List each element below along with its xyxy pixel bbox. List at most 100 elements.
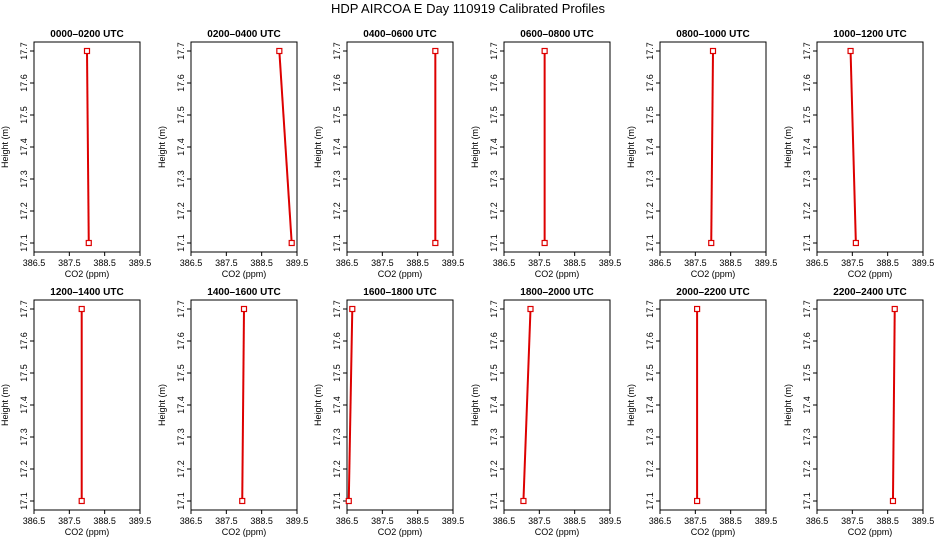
x-axis-label: CO2 (ppm) (691, 527, 736, 537)
y-tick-label: 17.3 (802, 170, 812, 188)
data-point (78, 497, 85, 505)
y-tick-label: 17.3 (332, 428, 342, 446)
x-tick-label: 386.5 (23, 516, 46, 526)
y-tick-label: 17.7 (489, 300, 499, 318)
x-tick-label: 388.5 (250, 516, 273, 526)
data-point (240, 305, 248, 313)
y-tick-label: 17.7 (19, 300, 29, 318)
profile-line (347, 308, 354, 502)
y-tick-label: 17.6 (176, 332, 186, 350)
y-tick-label: 17.1 (645, 492, 655, 510)
y-tick-label: 17.1 (19, 492, 29, 510)
x-tick-label: 386.5 (806, 516, 829, 526)
x-tick-label: 387.5 (841, 258, 864, 268)
y-tick-label: 17.5 (176, 364, 186, 382)
y-tick-label: 17.5 (645, 106, 655, 124)
y-tick-label: 17.7 (19, 42, 29, 60)
y-tick-label: 17.1 (489, 234, 499, 252)
y-tick-label: 17.6 (645, 332, 655, 350)
y-tick-label: 17.4 (802, 396, 812, 414)
profile-line (891, 308, 896, 502)
y-axis-label: Height (m) (783, 384, 793, 426)
y-tick-label: 17.5 (176, 106, 186, 124)
y-tick-label: 17.7 (176, 42, 186, 60)
y-tick-label: 17.4 (489, 138, 499, 156)
y-axis-label: Height (m) (157, 384, 167, 426)
y-tick-label: 17.3 (489, 428, 499, 446)
x-tick-label: 389.5 (912, 516, 935, 526)
data-point (708, 239, 715, 247)
chart-panel-9: 1600–1800 UTC 386.5 387.5 388.5 389.5 CO2 (pp… (313, 287, 464, 537)
y-tick-label: 17.6 (489, 74, 499, 92)
data-point (541, 47, 548, 55)
y-axis-label: Height (m) (626, 384, 636, 426)
y-axis-label: Height (m) (313, 384, 323, 426)
data-point (709, 47, 717, 55)
x-tick-label: 387.5 (841, 516, 864, 526)
y-axis-label: Height (m) (313, 126, 323, 168)
x-tick-label: 386.5 (493, 516, 516, 526)
x-tick-label: 388.5 (719, 516, 742, 526)
data-point (83, 47, 91, 55)
chart-panel-12: 2200–2400 UTC 386.5 387.5 388.5 389.5 CO2 (pp… (783, 287, 934, 537)
x-tick-label: 387.5 (684, 258, 707, 268)
plot-frame (816, 41, 924, 253)
profile-line (278, 50, 293, 244)
x-tick-label: 387.5 (684, 516, 707, 526)
y-tick-label: 17.2 (19, 460, 29, 478)
y-tick-label: 17.3 (332, 170, 342, 188)
panel-title: 1600–1800 UTC (363, 287, 436, 298)
y-tick-label: 17.7 (802, 42, 812, 60)
y-axis-label: Height (m) (783, 126, 793, 168)
plot-frame (503, 299, 611, 511)
data-point (693, 497, 701, 505)
y-tick-label: 17.5 (332, 106, 342, 124)
x-tick-label: 387.5 (528, 516, 551, 526)
x-tick-label: 389.5 (912, 258, 935, 268)
profile-line (710, 50, 714, 244)
x-tick-label: 389.5 (286, 258, 309, 268)
y-axis-label: Height (m) (0, 126, 10, 168)
x-tick-label: 389.5 (286, 516, 309, 526)
y-tick-label: 17.6 (802, 74, 812, 92)
y-tick-label: 17.2 (332, 460, 342, 478)
panel-title: 1200–1400 UTC (50, 287, 123, 298)
y-tick-label: 17.3 (645, 170, 655, 188)
y-tick-label: 17.3 (176, 170, 186, 188)
panel-title: 2000–2200 UTC (676, 287, 749, 298)
y-axis-label: Height (m) (626, 126, 636, 168)
x-tick-label: 386.5 (23, 258, 46, 268)
x-tick-label: 389.5 (442, 516, 465, 526)
y-tick-label: 17.5 (489, 364, 499, 382)
chart-panel-2: 0200–0400 UTC 386.5 387.5 388.5 389.5 CO2 (pp… (157, 29, 308, 279)
y-tick-label: 17.2 (489, 202, 499, 220)
y-tick-label: 17.6 (489, 332, 499, 350)
plot-frame (659, 299, 767, 511)
y-axis-label: Height (m) (157, 126, 167, 168)
data-point (85, 239, 92, 247)
y-tick-label: 17.4 (645, 396, 655, 414)
profile-line (849, 50, 857, 244)
y-tick-label: 17.2 (489, 460, 499, 478)
panel-title: 1800–2000 UTC (520, 287, 593, 298)
x-tick-label: 389.5 (755, 258, 778, 268)
plot-frame (503, 41, 611, 253)
x-axis-label: CO2 (ppm) (222, 527, 267, 537)
x-tick-label: 388.5 (876, 516, 899, 526)
y-tick-label: 17.5 (19, 364, 29, 382)
chart-panel-6: 1000–1200 UTC 386.5 387.5 388.5 389.5 CO2 (pp… (783, 29, 934, 279)
x-tick-label: 388.5 (563, 516, 586, 526)
data-point (345, 497, 352, 505)
x-tick-label: 387.5 (58, 258, 81, 268)
panel-title: 2200–2400 UTC (833, 287, 906, 298)
x-tick-label: 387.5 (371, 258, 394, 268)
y-tick-label: 17.7 (645, 300, 655, 318)
y-tick-label: 17.1 (489, 492, 499, 510)
y-tick-label: 17.4 (19, 396, 29, 414)
data-point (847, 47, 854, 55)
plot-frame (816, 299, 924, 511)
y-tick-label: 17.1 (332, 234, 342, 252)
x-axis-label: CO2 (ppm) (65, 527, 110, 537)
y-tick-label: 17.4 (645, 138, 655, 156)
y-tick-label: 17.2 (176, 460, 186, 478)
